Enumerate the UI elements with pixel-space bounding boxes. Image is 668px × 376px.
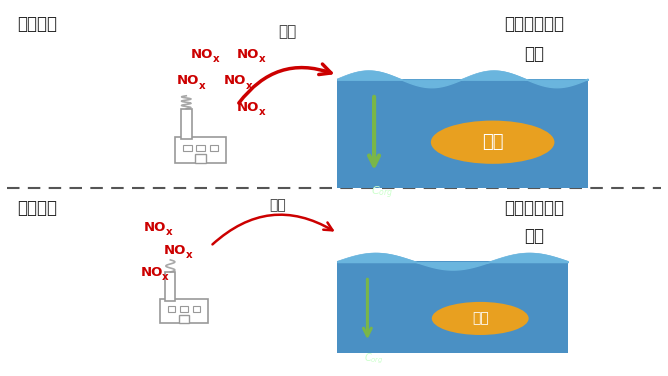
Bar <box>195 154 206 162</box>
Bar <box>192 306 200 312</box>
Bar <box>178 315 189 323</box>
Bar <box>183 145 192 151</box>
Bar <box>180 306 188 312</box>
Bar <box>165 272 176 301</box>
Text: x: x <box>166 227 172 237</box>
Text: x: x <box>212 55 219 64</box>
Text: NO: NO <box>224 74 246 87</box>
Text: NO: NO <box>177 74 199 87</box>
Text: NO: NO <box>190 48 212 61</box>
Text: 控制排放: 控制排放 <box>17 199 57 217</box>
Text: x: x <box>259 107 266 117</box>
Text: x: x <box>199 81 206 91</box>
Text: NO: NO <box>237 101 259 114</box>
Text: x: x <box>246 81 253 91</box>
Bar <box>337 79 588 188</box>
Text: x: x <box>259 55 266 64</box>
Text: x: x <box>162 273 169 282</box>
Text: 增加: 增加 <box>524 45 544 63</box>
Bar <box>181 109 192 139</box>
Text: NO: NO <box>164 244 186 256</box>
Bar <box>210 145 218 151</box>
Text: $C_{org}$: $C_{org}$ <box>371 184 393 201</box>
Text: 減少: 減少 <box>524 227 544 246</box>
Ellipse shape <box>432 302 528 335</box>
Bar <box>196 145 205 151</box>
Bar <box>160 299 208 323</box>
Text: 減少: 減少 <box>269 198 286 212</box>
Text: NO: NO <box>144 221 166 234</box>
Text: NO: NO <box>237 48 259 61</box>
Text: NO: NO <box>140 266 162 279</box>
Text: 海洋缺氧面積: 海洋缺氧面積 <box>504 199 564 217</box>
Text: $C_{org}$: $C_{org}$ <box>364 352 384 366</box>
Ellipse shape <box>431 121 554 164</box>
Bar <box>168 306 176 312</box>
Text: 照常排放: 照常排放 <box>17 15 57 33</box>
Bar <box>337 261 568 353</box>
Bar <box>175 137 226 162</box>
Text: 增加: 增加 <box>278 24 297 39</box>
Text: x: x <box>186 250 192 260</box>
Text: 海洋缺氧面積: 海洋缺氧面積 <box>504 15 564 33</box>
Text: 缺氧: 缺氧 <box>482 133 504 151</box>
Text: 缺氧: 缺氧 <box>472 311 488 326</box>
